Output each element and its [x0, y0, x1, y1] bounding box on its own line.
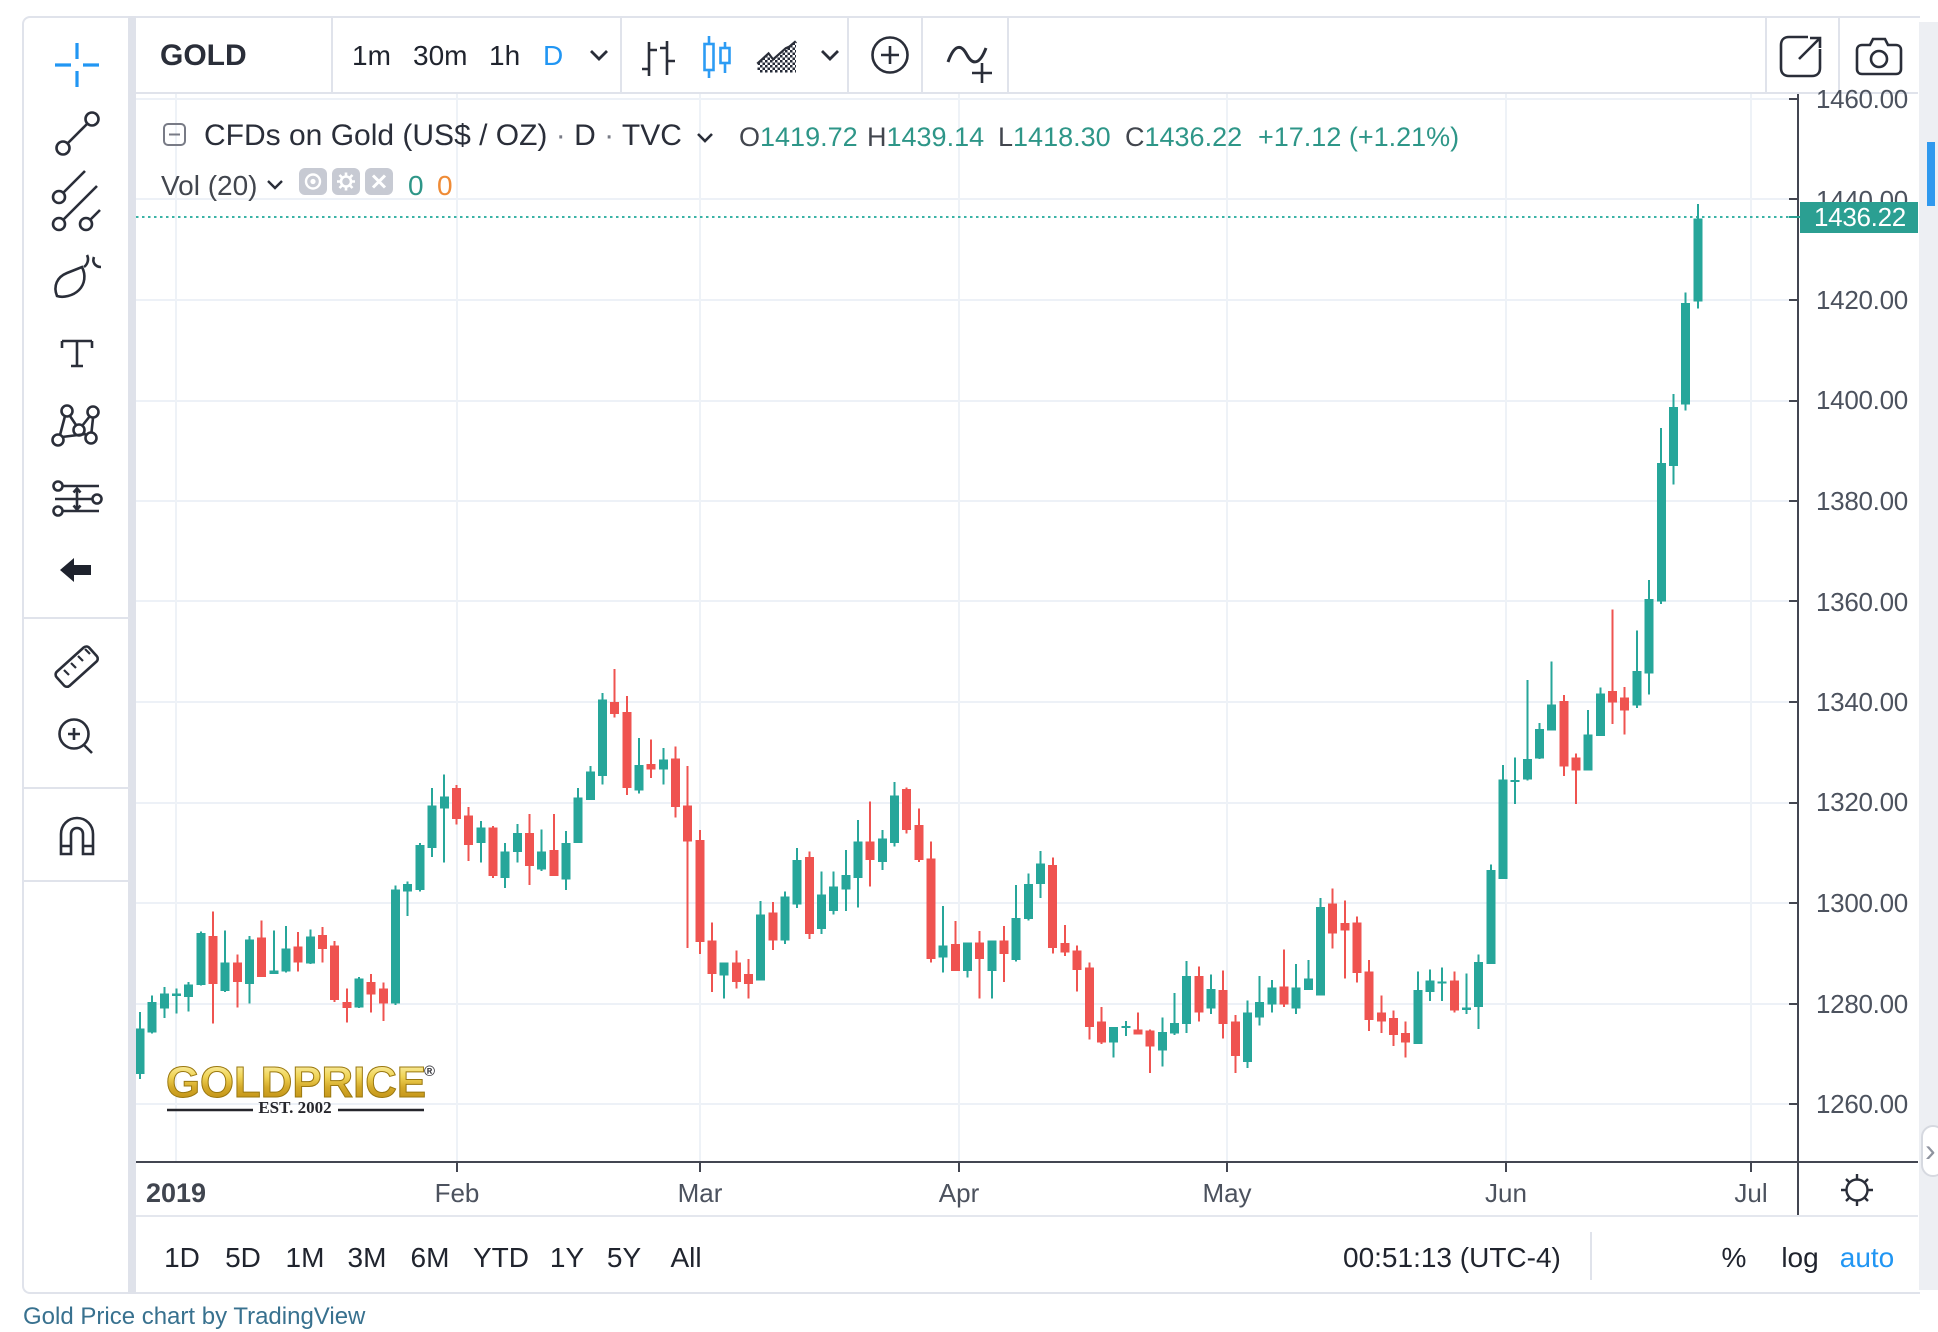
svg-text:GOLDPRICE: GOLDPRICE: [166, 1058, 426, 1107]
svg-text:EST. 2002: EST. 2002: [258, 1098, 331, 1117]
svg-text:®: ®: [424, 1063, 435, 1080]
